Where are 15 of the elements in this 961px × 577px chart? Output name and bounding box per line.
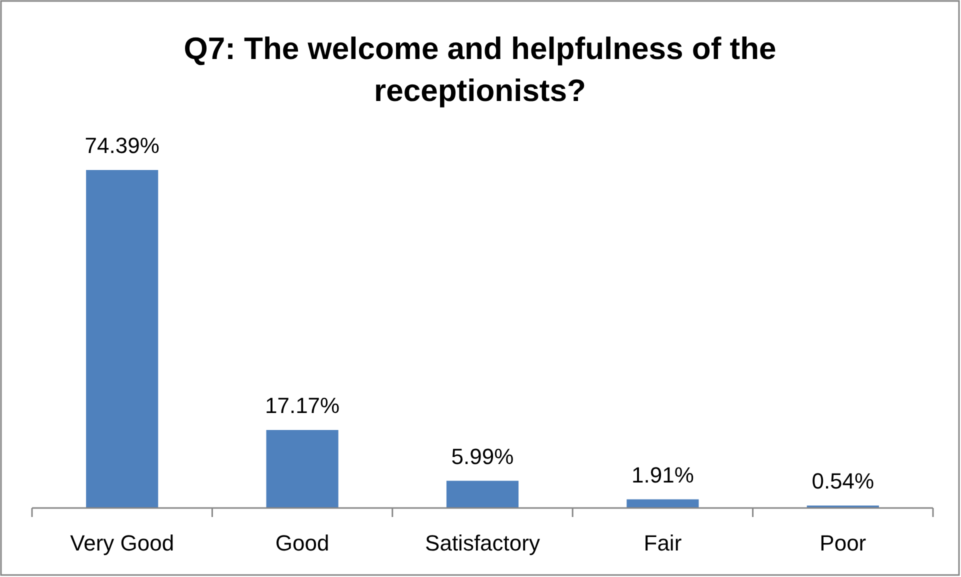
x-tick-label: Poor	[820, 530, 866, 556]
bar	[266, 430, 338, 508]
chart-title: Q7: The welcome and helpfulness of the receptionists?	[184, 31, 776, 108]
data-label: 74.39%	[84, 133, 160, 158]
x-tick-label: Satisfactory	[425, 530, 540, 556]
data-label: 1.91%	[632, 462, 694, 488]
bar	[86, 170, 158, 508]
x-tick-label: Very Good	[70, 530, 174, 556]
bar	[626, 499, 699, 508]
data-label: 5.99%	[451, 444, 514, 469]
x-tick-label: Fair	[644, 530, 682, 556]
data-label: 0.54%	[812, 468, 874, 494]
bar	[446, 480, 519, 508]
data-label: 17.17%	[264, 392, 340, 418]
x-tick-label: Good	[275, 530, 330, 556]
